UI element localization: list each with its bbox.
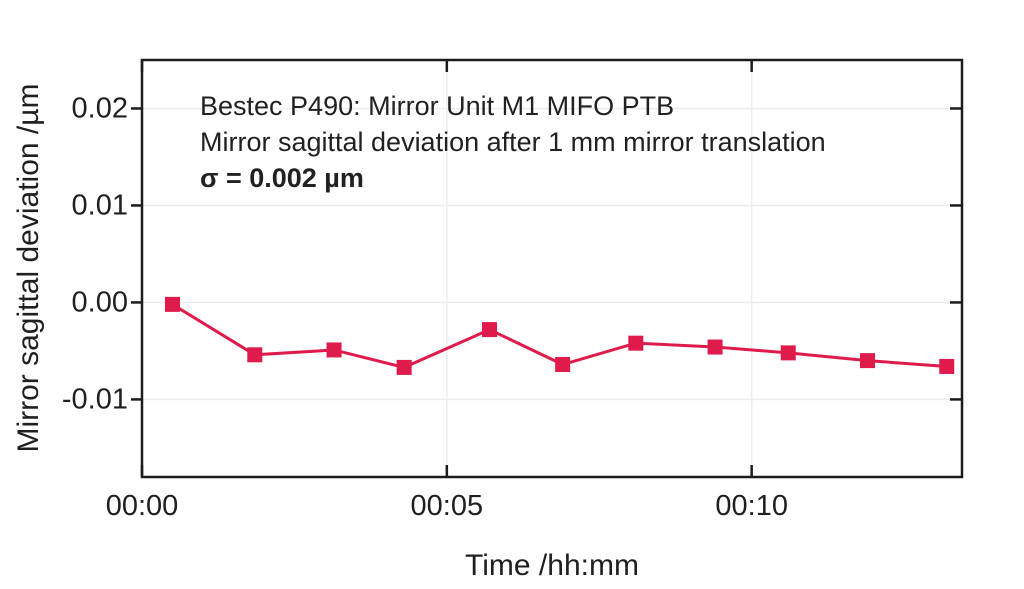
plot-frame (140, 58, 964, 479)
data-point-marker (860, 353, 876, 369)
y-axis-label: Mirror sagittal deviation /µm (12, 83, 45, 453)
data-point-marker (707, 339, 723, 355)
data-point-marker (326, 342, 342, 358)
chart-subtitle: Mirror sagittal deviation after 1 mm mir… (200, 127, 826, 157)
data-point-marker (396, 359, 412, 375)
chart-title-block: Bestec P490: Mirror Unit M1 MIFO PTB Mir… (200, 88, 826, 196)
x-tick-label: 00:05 (411, 490, 484, 522)
y-tick-label: -0.01 (62, 383, 128, 415)
data-point-marker (628, 335, 644, 351)
y-tick-label: 0.00 (72, 286, 128, 318)
data-point-marker (247, 347, 263, 363)
x-tick-label: 00:00 (106, 490, 179, 522)
data-point-marker (555, 357, 571, 373)
sigma-annotation: σ = 0.002 µm (200, 163, 364, 193)
y-tick-label: 0.01 (72, 189, 128, 221)
x-tick-label: 00:10 (715, 490, 788, 522)
data-point-marker (164, 296, 180, 312)
data-point-marker (780, 345, 796, 361)
chart-title: Bestec P490: Mirror Unit M1 MIFO PTB (200, 91, 675, 121)
data-point-marker (482, 322, 498, 338)
y-tick-label: 0.02 (72, 92, 128, 124)
data-point-marker (939, 358, 955, 374)
x-axis-label: Time /hh:mm (465, 549, 639, 582)
